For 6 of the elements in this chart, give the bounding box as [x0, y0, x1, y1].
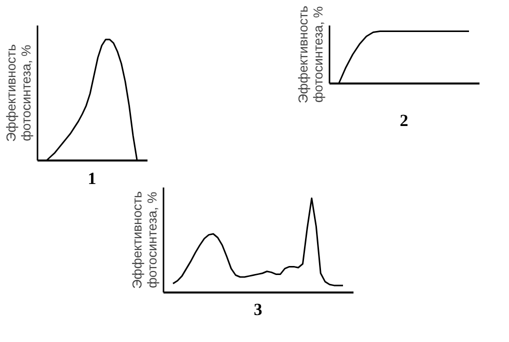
text: 1	[88, 168, 96, 188]
y-axis-title: Эффективность фотосинтеза, %	[4, 44, 34, 142]
text: 3	[254, 300, 262, 319]
y-axis-title: Эффективность фотосинтеза, %	[296, 5, 326, 104]
y-axis-title: Эффективность фотосинтеза, %	[130, 190, 160, 289]
text: 2	[400, 110, 408, 130]
